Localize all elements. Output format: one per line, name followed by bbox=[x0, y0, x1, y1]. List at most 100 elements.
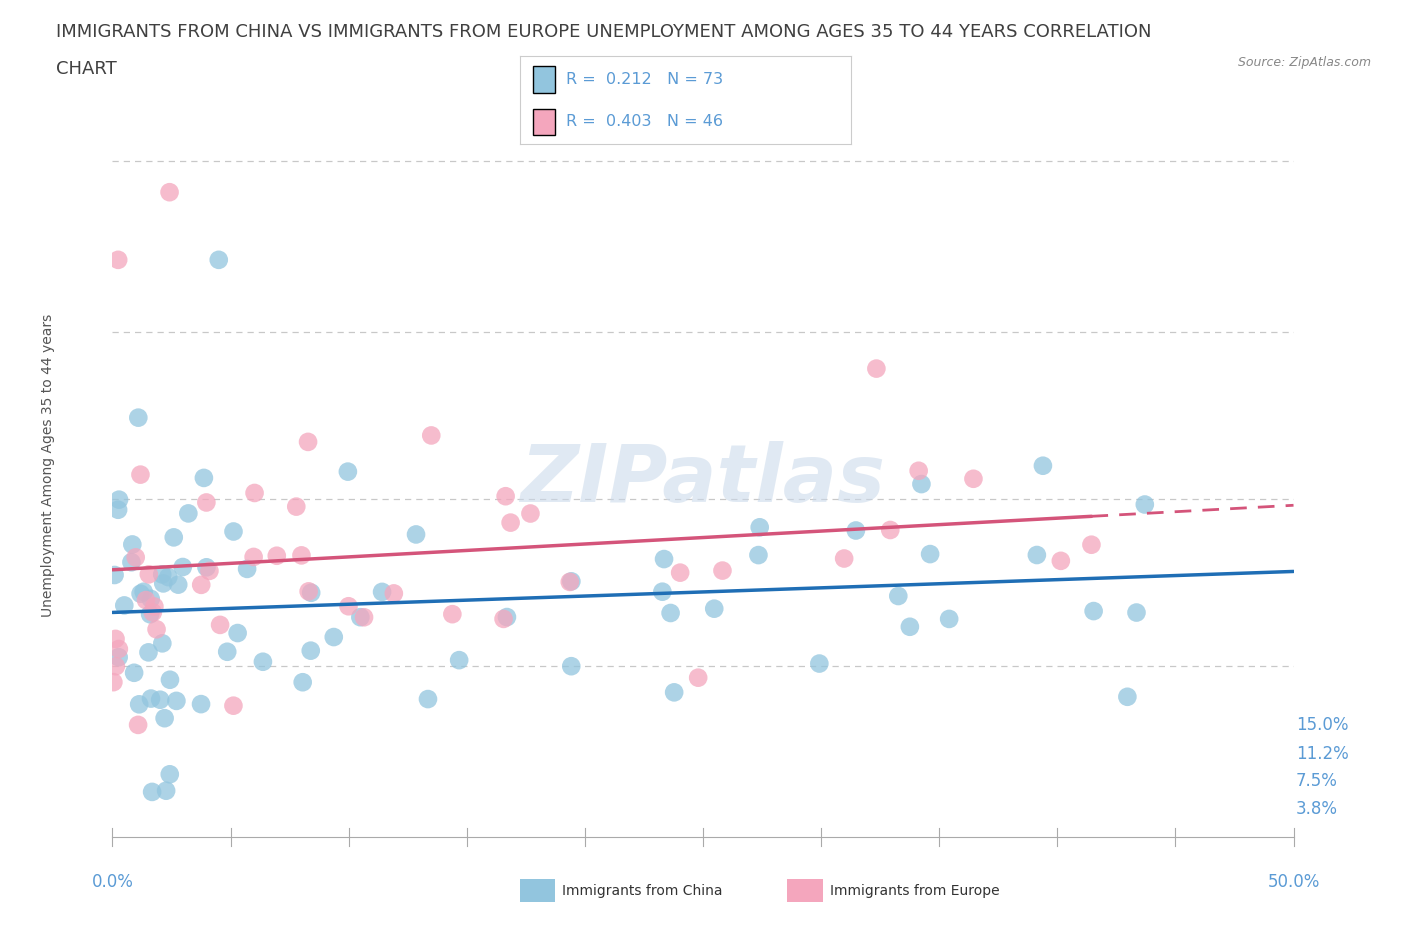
Text: 11.2%: 11.2% bbox=[1296, 745, 1348, 763]
Point bbox=[107, 252, 129, 267]
Point bbox=[172, 560, 194, 575]
Text: Immigrants from Europe: Immigrants from Europe bbox=[830, 884, 1000, 898]
Point bbox=[236, 562, 259, 577]
Point bbox=[217, 644, 239, 659]
Point bbox=[141, 785, 163, 800]
Point bbox=[222, 698, 245, 713]
Point bbox=[1083, 604, 1105, 618]
Point bbox=[177, 506, 200, 521]
Point bbox=[449, 653, 471, 668]
Point bbox=[132, 584, 155, 599]
Point bbox=[1125, 605, 1147, 620]
Point bbox=[104, 658, 127, 673]
Point bbox=[139, 606, 162, 621]
Point bbox=[143, 599, 166, 614]
Point bbox=[349, 610, 371, 625]
Point bbox=[127, 717, 149, 732]
Point bbox=[651, 584, 673, 599]
Point bbox=[266, 549, 288, 564]
Point bbox=[149, 692, 172, 707]
Point bbox=[898, 619, 921, 634]
Text: Immigrants from China: Immigrants from China bbox=[562, 884, 723, 898]
Point bbox=[322, 630, 344, 644]
Text: Source: ZipAtlas.com: Source: ZipAtlas.com bbox=[1237, 56, 1371, 69]
Point bbox=[145, 622, 167, 637]
Point bbox=[121, 537, 143, 551]
Point bbox=[865, 361, 887, 376]
Point bbox=[157, 570, 180, 585]
Point bbox=[353, 610, 375, 625]
Point bbox=[560, 574, 582, 589]
Point bbox=[159, 767, 181, 782]
Point bbox=[382, 586, 405, 601]
Point bbox=[1116, 689, 1139, 704]
Point bbox=[128, 697, 150, 711]
Point bbox=[163, 530, 186, 545]
Point bbox=[1050, 553, 1073, 568]
Point bbox=[1032, 458, 1054, 473]
Text: 0.0%: 0.0% bbox=[91, 873, 134, 891]
Point bbox=[290, 548, 312, 563]
Point bbox=[662, 684, 685, 699]
Text: Unemployment Among Ages 35 to 44 years: Unemployment Among Ages 35 to 44 years bbox=[41, 313, 55, 617]
Point bbox=[226, 626, 249, 641]
Point bbox=[1133, 497, 1156, 512]
Point bbox=[519, 506, 541, 521]
Point bbox=[748, 520, 770, 535]
Point bbox=[125, 550, 148, 565]
FancyBboxPatch shape bbox=[533, 66, 555, 93]
Point bbox=[139, 591, 162, 606]
Point bbox=[337, 599, 360, 614]
Text: 15.0%: 15.0% bbox=[1296, 716, 1348, 735]
Point bbox=[153, 711, 176, 725]
Point bbox=[441, 606, 464, 621]
Point bbox=[155, 783, 177, 798]
Point bbox=[222, 525, 245, 539]
Point bbox=[907, 463, 929, 478]
Point bbox=[703, 602, 725, 617]
Point bbox=[371, 584, 394, 599]
Point bbox=[299, 585, 322, 600]
Point bbox=[845, 523, 868, 538]
Text: 7.5%: 7.5% bbox=[1296, 772, 1337, 790]
Point bbox=[104, 631, 127, 646]
Point bbox=[1080, 538, 1102, 552]
Point bbox=[103, 675, 125, 690]
Point bbox=[107, 502, 129, 517]
Point bbox=[492, 611, 515, 626]
Point bbox=[299, 644, 322, 658]
Point bbox=[879, 523, 901, 538]
Point bbox=[1025, 548, 1047, 563]
Point bbox=[167, 578, 190, 592]
Point bbox=[129, 467, 152, 482]
Point bbox=[688, 671, 710, 685]
Point bbox=[107, 650, 129, 665]
Point bbox=[122, 665, 145, 680]
Point bbox=[669, 565, 692, 580]
Point bbox=[198, 564, 221, 578]
Point bbox=[495, 489, 517, 504]
Point bbox=[127, 410, 149, 425]
Point bbox=[165, 694, 187, 709]
Point bbox=[108, 492, 131, 507]
Point bbox=[193, 471, 215, 485]
Point bbox=[938, 612, 960, 627]
Point bbox=[659, 605, 682, 620]
Point bbox=[920, 547, 942, 562]
Point bbox=[285, 499, 308, 514]
Point bbox=[195, 495, 218, 510]
Point bbox=[887, 589, 910, 604]
Point bbox=[496, 609, 519, 624]
Point bbox=[190, 697, 212, 711]
Point bbox=[298, 584, 321, 599]
Text: 50.0%: 50.0% bbox=[1267, 873, 1320, 891]
Point bbox=[120, 555, 142, 570]
Point bbox=[108, 642, 131, 657]
Point bbox=[159, 672, 181, 687]
Point bbox=[209, 618, 232, 632]
Point bbox=[405, 527, 427, 542]
Text: R =  0.212   N = 73: R = 0.212 N = 73 bbox=[567, 73, 724, 87]
Point bbox=[103, 567, 125, 582]
Point bbox=[560, 658, 582, 673]
Point bbox=[135, 592, 157, 607]
